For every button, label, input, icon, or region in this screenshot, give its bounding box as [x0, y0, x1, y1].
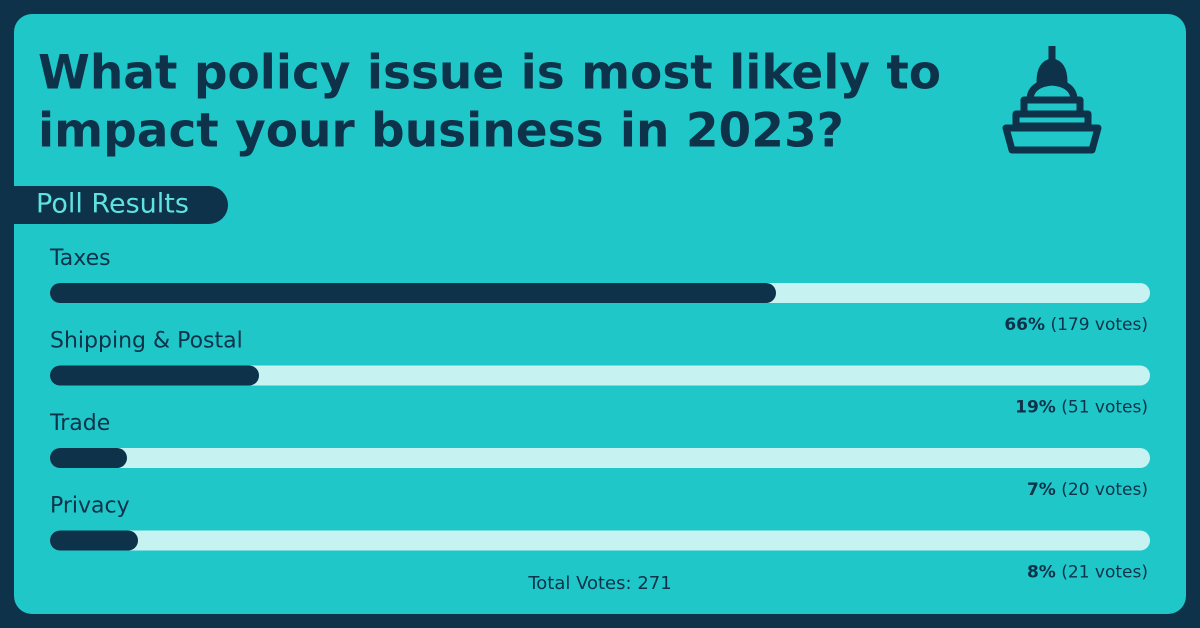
bar: [50, 530, 138, 551]
percent-label: 19%: [1015, 398, 1056, 418]
value-label: 7% (20 votes): [1027, 480, 1148, 500]
bar: [50, 283, 776, 303]
subtitle: Poll Results: [36, 189, 189, 220]
votes-label: (21 votes): [1061, 563, 1148, 583]
votes-label: (20 votes): [1061, 480, 1148, 500]
bar: [50, 365, 259, 386]
value-label: 66% (179 votes): [1004, 315, 1148, 335]
chart-title: impact your business in 2023?: [38, 104, 844, 159]
percent-label: 7%: [1027, 480, 1056, 500]
percent-label: 66%: [1004, 315, 1045, 335]
value-label: 8% (21 votes): [1027, 563, 1148, 583]
option-label: Trade: [49, 411, 110, 436]
bar-track: [50, 448, 1150, 468]
total-label: Total Votes:: [527, 573, 631, 594]
bar-track: [50, 365, 1150, 386]
bar-track: [50, 530, 1150, 551]
total-value: 271: [637, 573, 671, 594]
total-votes: Total Votes: 271: [527, 573, 671, 594]
chart-title: What policy issue is most likely to: [38, 46, 941, 101]
capitol-icon: [1002, 46, 1102, 154]
percent-label: 8%: [1027, 563, 1056, 583]
subtitle-pill: [0, 186, 228, 224]
value-label: 19% (51 votes): [1015, 398, 1148, 418]
votes-label: (51 votes): [1061, 398, 1148, 418]
votes-label: (179 votes): [1050, 315, 1148, 335]
option-label: Shipping & Postal: [50, 329, 243, 354]
bar: [50, 448, 127, 468]
option-label: Privacy: [50, 494, 130, 519]
option-label: Taxes: [49, 246, 111, 271]
